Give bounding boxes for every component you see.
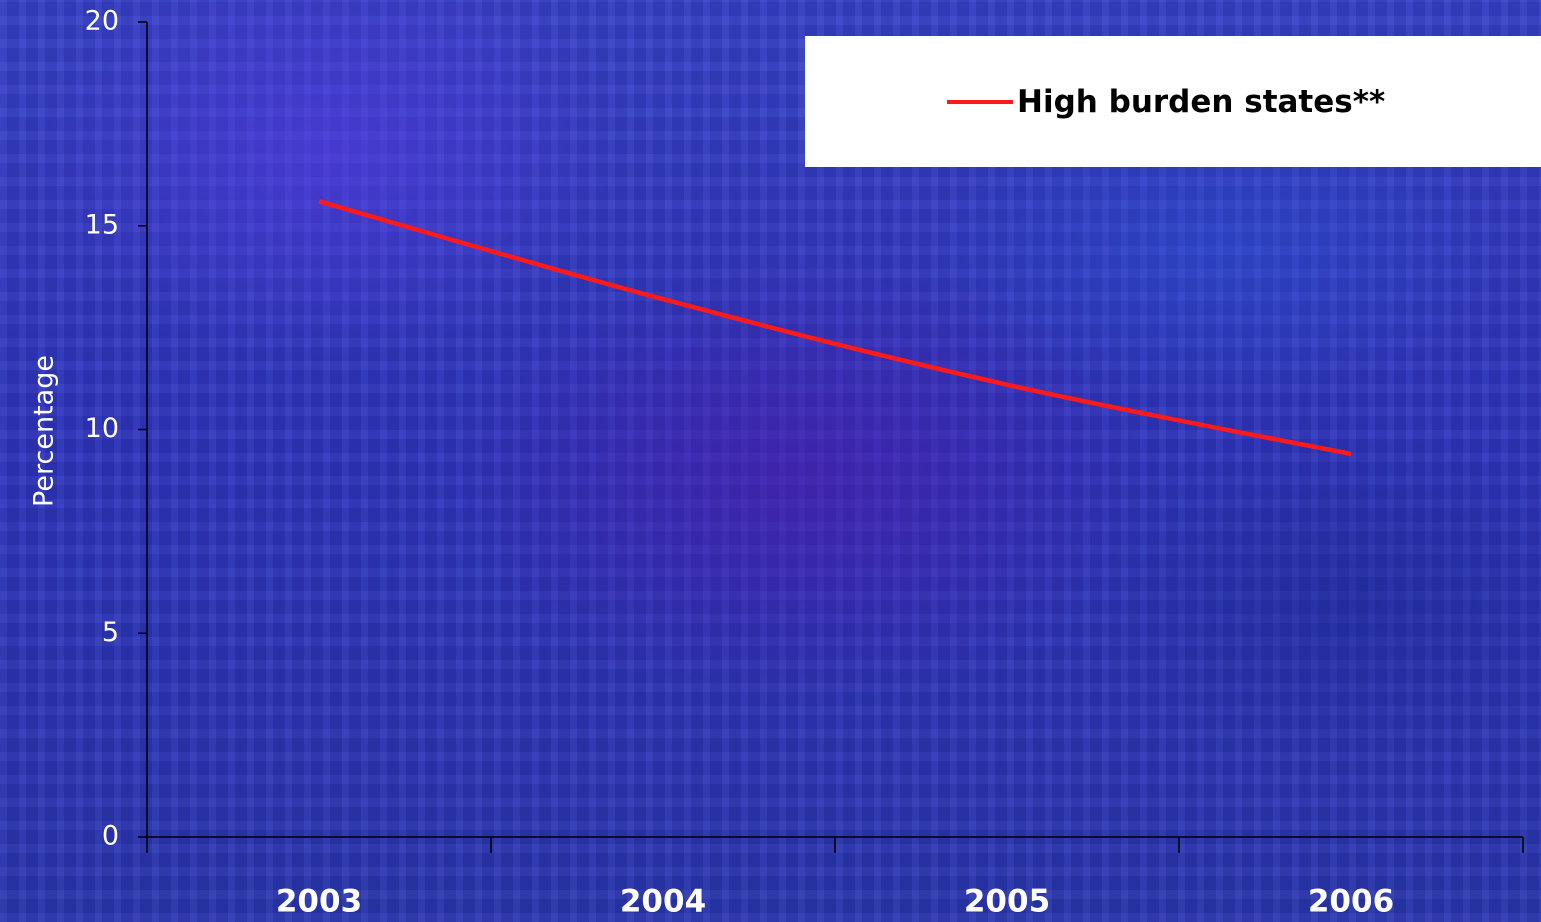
tick-labels: 0 5 10 15 20 2003 2004 2005 2006 (85, 6, 1395, 920)
data-point-2003 (317, 199, 321, 203)
x-tick-label-2003: 2003 (276, 884, 362, 920)
x-tick-label-2005: 2005 (964, 884, 1050, 920)
legend-swatch (947, 100, 1013, 104)
y-tick-label-15: 15 (85, 209, 119, 240)
series-layer (317, 199, 1353, 457)
x-tick-label-2006: 2006 (1308, 884, 1394, 920)
legend-label: High burden states** (1017, 84, 1386, 120)
axes (138, 21, 1524, 853)
y-tick-label-10: 10 (85, 413, 119, 444)
legend-entry-high-burden-states: High burden states** (947, 82, 1385, 122)
y-tick-label-5: 5 (102, 617, 119, 648)
x-tick-label-2004: 2004 (620, 884, 706, 920)
y-tick-label-20: 20 (85, 6, 119, 37)
data-point-2006 (1349, 452, 1353, 456)
legend: High burden states** (805, 36, 1541, 167)
data-point-2005 (1005, 382, 1009, 386)
data-point-2004 (661, 297, 665, 301)
y-tick-label-0: 0 (102, 821, 119, 852)
y-axis-label: Percentage (29, 355, 60, 507)
series-line-0 (318, 199, 1352, 457)
